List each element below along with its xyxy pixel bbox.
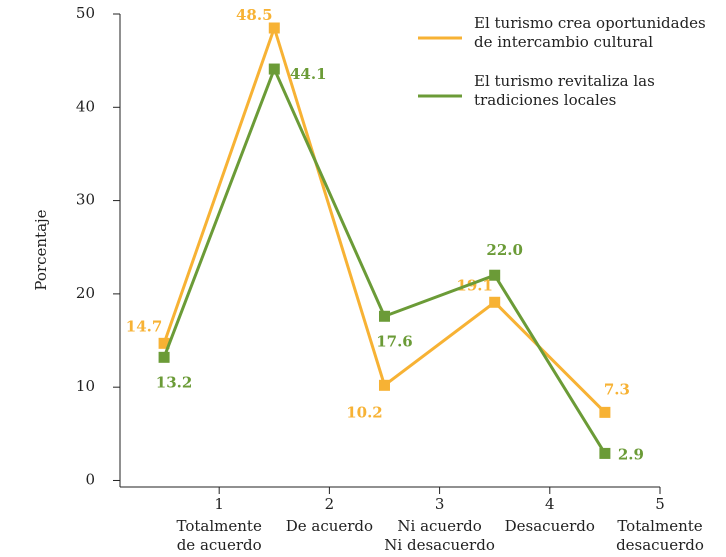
value-label: 10.2: [346, 403, 383, 421]
point-marker: [268, 63, 280, 75]
y-tick-label: 50: [76, 4, 95, 22]
x-tick-label: 4: [545, 495, 555, 513]
legend-label: El turismo revitaliza las tradiciones lo…: [474, 72, 655, 109]
value-label: 14.7: [126, 317, 163, 335]
y-tick-label: 30: [76, 191, 95, 209]
y-tick-label: 20: [76, 284, 95, 302]
category-label: Desacuerdo: [505, 517, 595, 535]
x-tick-label: 1: [214, 495, 224, 513]
value-label: 7.3: [604, 380, 630, 398]
x-tick-label: 3: [435, 495, 445, 513]
point-marker: [489, 269, 501, 281]
point-marker: [599, 447, 611, 459]
value-label: 13.2: [156, 373, 193, 391]
point-marker: [489, 296, 501, 308]
category-label: Ni acuerdo: [397, 517, 481, 535]
point-marker: [158, 351, 170, 363]
x-tick-label: 5: [655, 495, 665, 513]
point-marker: [268, 22, 280, 34]
category-label: de acuerdo: [177, 536, 262, 554]
value-label: 48.5: [236, 6, 273, 24]
category-label: Ni desacuerdo: [384, 536, 495, 554]
value-label: 44.1: [290, 65, 327, 83]
y-axis-label: Porcentaje: [32, 209, 50, 290]
category-label: Totalmente: [617, 517, 702, 535]
value-label: 17.6: [376, 332, 413, 350]
category-label: De acuerdo: [286, 517, 373, 535]
legend-label: El turismo crea oportunidades de interca…: [474, 14, 706, 51]
point-marker: [378, 379, 390, 391]
point-marker: [599, 406, 611, 418]
x-tick-label: 2: [325, 495, 335, 513]
y-tick-label: 40: [76, 97, 95, 115]
y-tick-label: 0: [85, 470, 95, 488]
point-marker: [158, 337, 170, 349]
value-label: 22.0: [486, 241, 523, 259]
y-tick-label: 10: [76, 377, 95, 395]
series-line: [162, 65, 607, 455]
category-label: desacuerdo: [616, 536, 704, 554]
category-label: Totalmente: [177, 517, 262, 535]
value-label: 2.9: [618, 445, 644, 463]
point-marker: [378, 310, 390, 322]
